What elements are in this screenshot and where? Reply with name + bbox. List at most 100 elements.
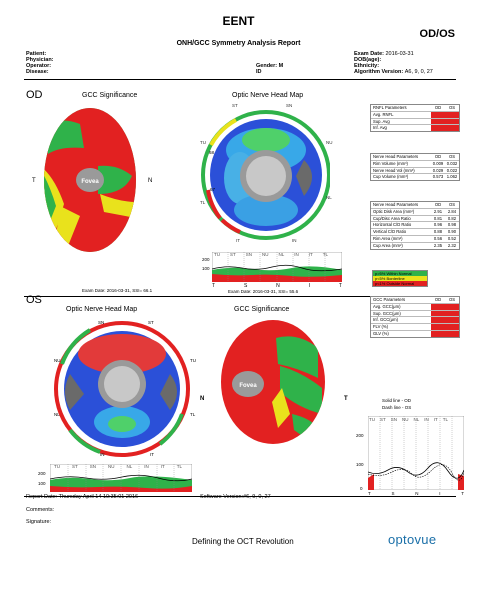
patient-label: Patient: xyxy=(26,51,47,57)
table-row: Sup. Avg xyxy=(371,117,459,125)
report-name: ONH/GCC Symmetry Analysis Report xyxy=(176,40,301,47)
rnfl-table: RNFL Parameters OD OS Avg. RNFL Sup. Avg I… xyxy=(370,104,460,133)
table-row: Avg. GCC(μm) xyxy=(371,302,459,310)
od-gcc-n: N xyxy=(148,178,153,184)
os-sector-tu: TU xyxy=(190,358,196,363)
gender-label: Gender: M xyxy=(256,63,284,69)
od-sector-sn: SN xyxy=(286,103,293,108)
os-onh-map xyxy=(54,321,190,457)
compare-tsnit-chart xyxy=(368,416,464,490)
od-onh-map xyxy=(201,110,330,240)
table-row: Nerve Head Parameters OD OS xyxy=(373,202,456,207)
physician-label: Physician: xyxy=(26,57,54,63)
od-sector-nu: NU xyxy=(326,140,333,145)
os-label: OS xyxy=(26,294,42,306)
os-sector-sn: SN xyxy=(98,320,105,325)
compare-y0: 0 xyxy=(360,486,363,491)
eye-label: OD/OS xyxy=(419,28,455,40)
table-row: Vertical C/D Ratio 0.88 0.90 xyxy=(371,228,459,235)
os-sector-st: ST xyxy=(148,320,154,325)
software-version: Software Version:#6, 9, 0, 27 xyxy=(200,494,271,500)
os-sector-nu: NU xyxy=(54,358,61,363)
disease-label: Disease: xyxy=(26,69,49,75)
ethnicity-label: Ethnicity: xyxy=(354,63,380,69)
table-row: Cup/Disc Area Ratio 0.81 0.82 xyxy=(371,214,459,222)
table-row: Rim Volume (mm³) 0.009 0.032 xyxy=(371,159,459,166)
od-gcc-map: Fovea xyxy=(44,108,136,252)
od-onh-title: Optic Nerve Head Map xyxy=(232,92,304,99)
algorithm-version: Algorithm Version: A6, 9, 0, 27 xyxy=(354,69,433,75)
od-tsnit-chart xyxy=(212,252,342,282)
id-label: ID xyxy=(256,69,262,75)
footer-divider xyxy=(24,496,456,497)
od-exam-right: Exam Date: 2016-03-31, SSI= 55.6 xyxy=(228,289,299,294)
legend-dash: Dash line - OS xyxy=(382,405,412,410)
od-sector-st: ST xyxy=(232,103,238,108)
signature-label: Signature: xyxy=(26,519,52,525)
legend-outside: p<1% Outside Normal xyxy=(373,281,427,286)
od-sector-it: IT xyxy=(236,238,240,243)
os-tsnit-y200: 200 xyxy=(38,471,46,476)
optovue-logo: optovue xyxy=(388,532,437,547)
os-tsnit-chart xyxy=(50,464,192,492)
table-row: Inf. Avg xyxy=(371,124,459,132)
compare-y200: 200 xyxy=(356,433,364,438)
table-row: Nerve Head Vol (mm³) 0.029 0.022 xyxy=(371,166,459,173)
os-sector-nl: NL xyxy=(54,412,60,417)
od-gcc-t: T xyxy=(32,178,36,184)
table-row: Horizontal C/D Ratio 0.96 0.98 xyxy=(371,221,459,228)
compare-sectors: TU ST SN NU NL IN IT TL xyxy=(369,417,449,422)
os-sector-it: IT xyxy=(150,452,154,457)
compare-y100: 100 xyxy=(356,462,364,467)
os-tsnit-sectors: TU ST SN NU NL IN IT TL xyxy=(54,464,183,469)
report-title: EENT xyxy=(222,14,255,28)
table-row: Optic Disk Area (mm²) 2.91 2.84 xyxy=(371,207,459,215)
od-sector-in: IN xyxy=(292,238,297,243)
table-row: GCC Parameters OD OS xyxy=(373,297,456,302)
table-row: Inf. GCC(μm) xyxy=(371,316,459,324)
od-exam-left: Exam Date: 2016-03-31, SSI= 66.1 xyxy=(82,288,153,293)
od-sector-tl: TL xyxy=(200,200,206,205)
table-row: Sup. GCC(μm) xyxy=(371,309,459,317)
legend-borderline: p<5% Borderline xyxy=(373,276,427,281)
table-row: Avg. RNFL xyxy=(371,110,459,118)
os-gcc-map: Fovea xyxy=(221,320,325,444)
od-gcc-title: GCC Significance xyxy=(82,92,138,99)
os-onh-n: N xyxy=(200,396,205,402)
table-row: FLV (%) xyxy=(371,323,459,330)
significance-legend: p>5% Within Normal p<5% Borderline p<1% … xyxy=(372,270,428,287)
comments-label: Comments: xyxy=(26,507,55,513)
od-sector-tu: TU xyxy=(200,140,206,145)
table-row: Rim Area (mm²) 0.56 0.52 xyxy=(371,234,459,242)
table-row: GLV (%) xyxy=(371,329,459,337)
os-tsnit-y100: 100 xyxy=(38,481,46,486)
table-row: Cup Volume (mm³) 0.573 1.062 xyxy=(371,173,459,180)
os-onh-title: Optic Nerve Head Map xyxy=(66,306,138,313)
section-divider xyxy=(24,296,456,297)
legend-solid: Solid line - OD xyxy=(382,398,412,403)
dob-label: DOB(age): xyxy=(354,57,382,63)
gender-value: M xyxy=(278,63,284,69)
report-date: Report Date: Thursday April 14 10:35:01 … xyxy=(26,494,139,500)
os-fovea-label: Fovea xyxy=(239,383,257,389)
table-row: RNFL Parameters OD OS xyxy=(373,105,456,110)
od-label: OD xyxy=(26,89,43,101)
os-sector-in: IN xyxy=(100,452,105,457)
od-tsnit-y100: 100 xyxy=(202,266,210,271)
table-row: Nerve Head Parameters OD OS xyxy=(373,154,456,159)
od-tsnit-y200: 200 xyxy=(202,257,210,262)
header-divider xyxy=(24,79,456,80)
nerve-head-volume-table: Nerve Head Parameters OD OS Rim Volume (mm… xyxy=(370,153,460,182)
exam-date: Exam Date: 2016-03-31 xyxy=(354,51,414,57)
od-fovea-label: Fovea xyxy=(81,179,99,185)
table-row: Cup Area (mm²) 2.35 2.32 xyxy=(371,241,459,249)
os-gcc-t: T xyxy=(344,396,348,402)
disc-parameters-table: Nerve Head Parameters OD OS Optic Disk Are… xyxy=(370,201,460,250)
gcc-table: GCC Parameters OD OS Avg. GCC(μm) Sup. GCC… xyxy=(370,296,460,338)
od-sector-tu-value: 68 xyxy=(209,150,215,155)
od-sector-nl: NL xyxy=(326,195,332,200)
tagline: Defining the OCT Revolution xyxy=(192,537,294,546)
os-sector-tl: TL xyxy=(190,412,196,417)
